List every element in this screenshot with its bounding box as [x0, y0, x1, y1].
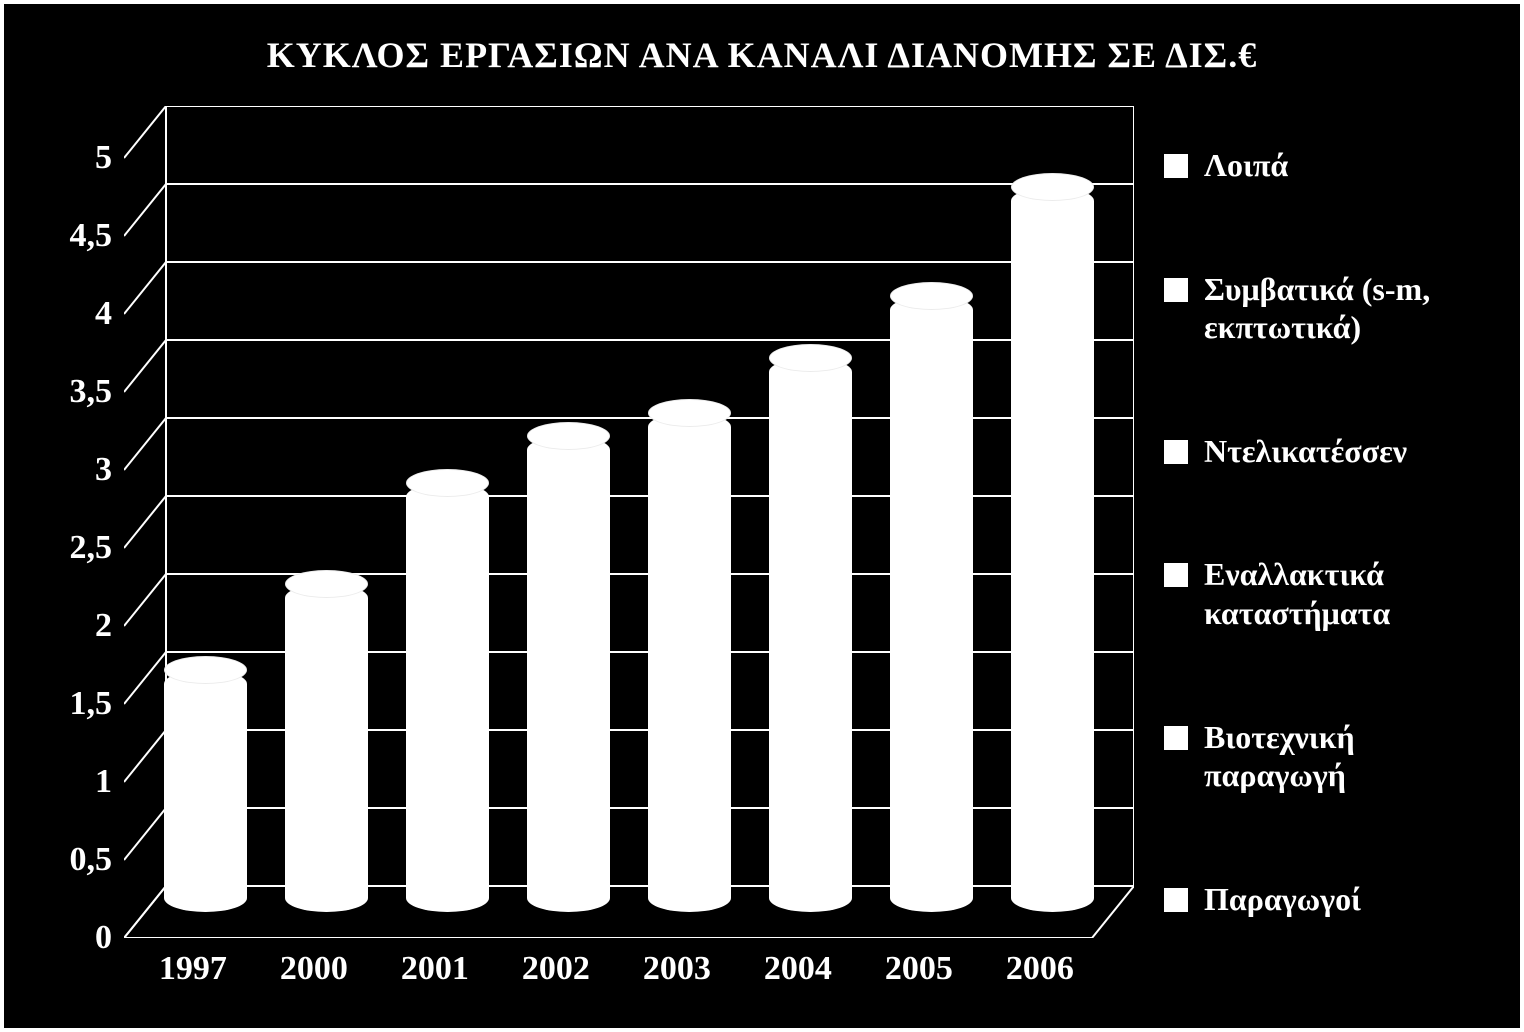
- legend-swatch: [1164, 154, 1188, 178]
- bar-top-ellipse: [164, 656, 246, 684]
- bar-body: [164, 670, 246, 912]
- bar-body: [527, 436, 609, 912]
- y-tick-label: 5: [95, 139, 112, 177]
- x-tick-label: 2000: [280, 950, 348, 988]
- bar-body: [1011, 187, 1093, 912]
- legend-swatch: [1164, 563, 1188, 587]
- legend-label: Συμβατικά (s-m, εκπτωτικά): [1204, 270, 1464, 347]
- bar-top-ellipse: [1011, 173, 1093, 201]
- bar: [890, 106, 972, 938]
- y-tick-label: 4: [95, 295, 112, 333]
- x-tick-label: 2006: [1006, 950, 1074, 988]
- y-tick-label: 3: [95, 451, 112, 489]
- legend-item: Ντελικατέσσεν: [1164, 432, 1490, 470]
- x-axis: 1997 2000 2001 2002 2003 2004 2005 2006: [34, 938, 1134, 1008]
- bar-top-ellipse: [527, 422, 609, 450]
- legend-label: Εναλλακτικά καταστήματα: [1204, 555, 1464, 632]
- bar: [285, 106, 367, 938]
- bar-top-ellipse: [648, 399, 730, 427]
- legend-label: Λοιπά: [1204, 146, 1288, 184]
- bar: [1011, 106, 1093, 938]
- bar-body: [285, 584, 367, 912]
- y-tick-label: 3,5: [70, 373, 113, 411]
- y-tick-label: 1: [95, 763, 112, 801]
- bar: [769, 106, 851, 938]
- chart-area: 0 0,5 1 1,5 2 2,5 3 3,5 4 4,5 5 1997 2000 2001 2002 20…: [34, 106, 1134, 1008]
- bar: [406, 106, 488, 938]
- legend-item: Παραγωγοί: [1164, 880, 1490, 918]
- x-tick-label: 2002: [522, 950, 590, 988]
- bar: [648, 106, 730, 938]
- legend-item: Συμβατικά (s-m, εκπτωτικά): [1164, 270, 1490, 347]
- bar-top-ellipse: [406, 469, 488, 497]
- legend-swatch: [1164, 888, 1188, 912]
- y-tick-label: 0: [95, 919, 112, 957]
- y-tick-label: 1,5: [70, 685, 113, 723]
- plot-3d: [124, 106, 1134, 938]
- y-axis: 00,511,522,533,544,55: [34, 106, 124, 938]
- legend-item: Βιοτεχνική παραγωγή: [1164, 718, 1490, 795]
- bar: [164, 106, 246, 938]
- legend-label: Παραγωγοί: [1204, 880, 1361, 918]
- bar: [527, 106, 609, 938]
- legend-item: Εναλλακτικά καταστήματα: [1164, 555, 1490, 632]
- legend-swatch: [1164, 278, 1188, 302]
- bar-body: [890, 296, 972, 912]
- x-tick-label: 2003: [643, 950, 711, 988]
- bar-top-ellipse: [890, 282, 972, 310]
- x-tick-label: 2004: [764, 950, 832, 988]
- y-tick-label: 4,5: [70, 217, 113, 255]
- x-tick-label: 2005: [885, 950, 953, 988]
- x-labels: 1997 2000 2001 2002 2003 2004 2005 2006: [124, 938, 1134, 1008]
- legend-swatch: [1164, 440, 1188, 464]
- chart-title: ΚΥΚΛΟΣ ΕΡΓΑΣΙΩΝ ΑΝΑ ΚΑΝΑΛΙ ΔΙΑΝΟΜΗΣ ΣΕ Δ…: [34, 34, 1490, 76]
- bar-body: [769, 358, 851, 912]
- bars-layer: [124, 106, 1134, 938]
- x-tick-label: 2001: [401, 950, 469, 988]
- y-tick-label: 2,5: [70, 529, 113, 567]
- y-tick-label: 0,5: [70, 841, 113, 879]
- bar-body: [648, 413, 730, 912]
- bar-body: [406, 483, 488, 912]
- legend-label: Ντελικατέσσεν: [1204, 432, 1407, 470]
- y-tick-label: 2: [95, 607, 112, 645]
- legend: Λοιπά Συμβατικά (s-m, εκπτωτικά) Ντελικατέ…: [1134, 106, 1490, 1008]
- bar-top-ellipse: [769, 344, 851, 372]
- legend-label: Βιοτεχνική παραγωγή: [1204, 718, 1464, 795]
- chart-content: 0 0,5 1 1,5 2 2,5 3 3,5 4 4,5 5 1997 2000 2001 2002 20…: [34, 106, 1490, 1008]
- x-tick-label: 1997: [159, 950, 227, 988]
- legend-swatch: [1164, 726, 1188, 750]
- legend-item: Λοιπά: [1164, 146, 1490, 184]
